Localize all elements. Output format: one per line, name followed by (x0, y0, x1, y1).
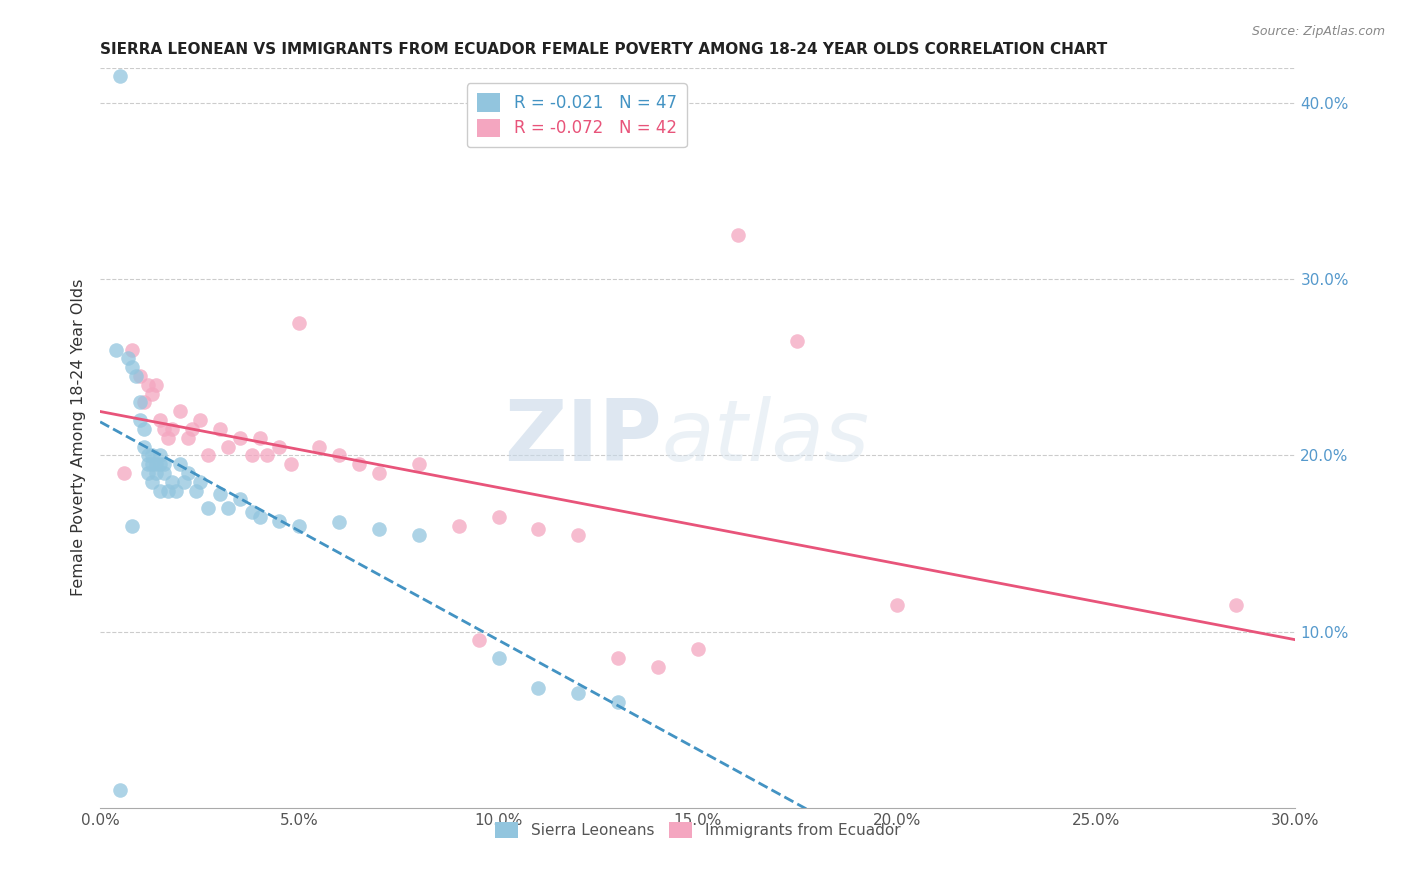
Point (208, 422, 231, 436)
Point (527, 522, 550, 536)
Point (249, 510, 271, 524)
Point (121, 518, 143, 533)
Point (153, 466, 176, 480)
Point (786, 334, 808, 348)
Point (132, 422, 155, 436)
Text: ZIP: ZIP (505, 396, 662, 479)
Point (136, 466, 159, 480)
Point (447, 518, 470, 533)
Point (132, 440, 155, 454)
Point (117, 351, 139, 366)
Point (141, 457, 163, 471)
Point (197, 448, 219, 462)
Point (125, 369, 148, 384)
Point (527, 681, 550, 695)
Point (280, 457, 302, 471)
Point (149, 448, 172, 462)
Point (228, 431, 250, 445)
Point (136, 377, 159, 392)
Point (249, 431, 271, 445)
Point (160, 422, 183, 436)
Point (607, 651, 630, 665)
Point (368, 522, 391, 536)
Point (141, 475, 163, 489)
Point (686, 642, 709, 657)
Point (197, 501, 219, 516)
Point (647, 660, 669, 674)
Point (160, 475, 183, 489)
Point (288, 316, 311, 330)
Point (121, 360, 143, 375)
Point (328, 516, 350, 530)
Point (153, 422, 176, 436)
Point (347, 457, 370, 471)
Legend: Sierra Leoneans, Immigrants from Ecuador: Sierra Leoneans, Immigrants from Ecuador (489, 816, 907, 845)
Point (177, 431, 200, 445)
Point (108, 783, 131, 797)
Point (177, 466, 200, 480)
Point (141, 448, 163, 462)
Point (129, 369, 152, 384)
Point (169, 404, 191, 418)
Point (488, 651, 510, 665)
Point (145, 377, 167, 392)
Point (408, 457, 430, 471)
Point (567, 686, 589, 700)
Point (129, 395, 152, 409)
Point (217, 501, 239, 516)
Point (368, 466, 391, 480)
Point (228, 492, 250, 507)
Point (153, 457, 176, 471)
Point (488, 510, 510, 524)
Point (240, 505, 263, 519)
Point (328, 448, 350, 462)
Point (240, 448, 263, 462)
Point (149, 457, 172, 471)
Point (108, 70, 131, 84)
Point (141, 386, 163, 401)
Point (169, 457, 191, 471)
Point (408, 527, 430, 541)
Point (607, 695, 630, 709)
Point (165, 483, 187, 498)
Point (149, 483, 172, 498)
Point (727, 228, 749, 243)
Y-axis label: Female Poverty Among 18-24 Year Olds: Female Poverty Among 18-24 Year Olds (72, 279, 86, 597)
Point (173, 475, 195, 489)
Point (269, 440, 291, 454)
Point (288, 518, 311, 533)
Point (112, 466, 135, 480)
Point (156, 431, 179, 445)
Point (208, 487, 231, 501)
Point (136, 457, 159, 471)
Text: Source: ZipAtlas.com: Source: ZipAtlas.com (1251, 25, 1385, 38)
Point (145, 466, 167, 480)
Point (105, 343, 128, 357)
Point (136, 448, 159, 462)
Point (145, 457, 167, 471)
Point (188, 475, 211, 489)
Point (180, 422, 202, 436)
Point (149, 413, 172, 427)
Point (217, 440, 239, 454)
Point (467, 633, 489, 648)
Point (1225, 598, 1247, 612)
Point (269, 514, 291, 528)
Point (886, 598, 908, 612)
Point (156, 483, 179, 498)
Point (129, 413, 152, 427)
Text: atlas: atlas (662, 396, 870, 479)
Point (256, 448, 278, 462)
Point (121, 343, 143, 357)
Point (308, 440, 330, 454)
Point (132, 395, 155, 409)
Point (567, 527, 589, 541)
Point (188, 413, 211, 427)
Text: SIERRA LEONEAN VS IMMIGRANTS FROM ECUADOR FEMALE POVERTY AMONG 18-24 YEAR OLDS C: SIERRA LEONEAN VS IMMIGRANTS FROM ECUADO… (100, 42, 1108, 57)
Point (184, 483, 207, 498)
